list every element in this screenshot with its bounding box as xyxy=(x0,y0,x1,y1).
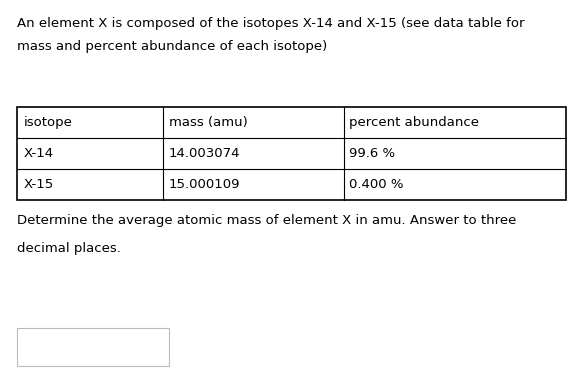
Text: 15.000109: 15.000109 xyxy=(168,178,240,191)
Text: percent abundance: percent abundance xyxy=(349,116,479,129)
Text: X-14: X-14 xyxy=(23,147,54,160)
Text: 14.003074: 14.003074 xyxy=(168,147,240,160)
Text: X-15: X-15 xyxy=(23,178,54,191)
Text: isotope: isotope xyxy=(23,116,72,129)
Text: decimal places.: decimal places. xyxy=(17,242,121,255)
Text: mass and percent abundance of each isotope): mass and percent abundance of each isoto… xyxy=(17,40,328,53)
Text: mass (amu): mass (amu) xyxy=(168,116,247,129)
Text: 0.400 %: 0.400 % xyxy=(349,178,404,191)
Text: An element X is composed of the isotopes X-14 and X-15 (see data table for: An element X is composed of the isotopes… xyxy=(17,17,525,30)
Text: Determine the average atomic mass of element X in amu. Answer to three: Determine the average atomic mass of ele… xyxy=(17,214,517,227)
Text: 99.6 %: 99.6 % xyxy=(349,147,395,160)
